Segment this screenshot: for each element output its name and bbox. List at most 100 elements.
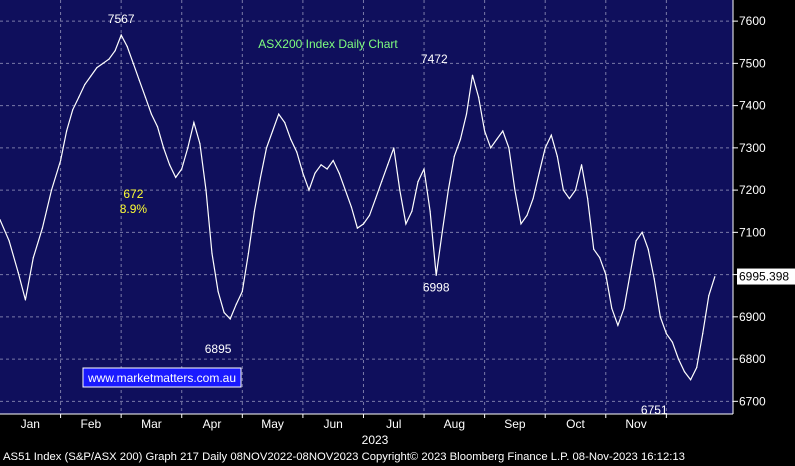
- data-point: [235, 303, 237, 305]
- y-tick-label: 6800: [739, 352, 766, 366]
- data-point: [175, 176, 177, 179]
- data-point: [126, 45, 128, 48]
- x-tick-label: Aug: [444, 417, 465, 431]
- data-point: [59, 159, 62, 162]
- data-point: [544, 147, 546, 149]
- data-point: [211, 252, 213, 255]
- data-point: [169, 164, 171, 166]
- data-point: [162, 147, 165, 149]
- data-point: [259, 176, 262, 179]
- x-tick-label: Jul: [386, 417, 401, 431]
- data-point: [84, 83, 86, 86]
- data-point: [617, 324, 619, 326]
- data-point: [683, 371, 686, 373]
- data-point: [24, 299, 27, 301]
- data-point: [320, 164, 322, 166]
- annotation-label: 672: [123, 187, 143, 201]
- data-point: [677, 358, 680, 360]
- x-tick-label: Oct: [566, 417, 585, 431]
- data-point: [66, 130, 68, 132]
- data-point: [199, 143, 201, 145]
- data-point: [338, 172, 340, 174]
- footer-text: AS51 Index (S&P/ASX 200) Graph 217 Daily…: [3, 451, 685, 463]
- data-point: [471, 74, 474, 76]
- watermark-text[interactable]: www.marketmatters.com.au: [87, 371, 236, 385]
- plot-background: [0, 0, 733, 414]
- data-point: [393, 147, 395, 149]
- data-point: [465, 113, 468, 115]
- y-tick-label: 7500: [739, 56, 766, 70]
- data-point: [502, 130, 504, 132]
- data-point: [647, 248, 649, 250]
- plot-area: [0, 0, 733, 414]
- data-point: [272, 130, 274, 132]
- data-point: [599, 257, 601, 259]
- data-point: [229, 318, 231, 320]
- data-point: [41, 227, 44, 229]
- data-point: [302, 172, 304, 174]
- watermark[interactable]: www.marketmatters.com.au: [82, 367, 242, 388]
- last-value-tag: 6995.398: [737, 268, 795, 285]
- data-point: [635, 240, 637, 242]
- data-point: [447, 189, 449, 191]
- data-point: [689, 379, 692, 381]
- data-point: [574, 189, 577, 191]
- data-point: [0, 219, 1, 221]
- x-tick-label: Nov: [625, 417, 646, 431]
- annotation-label: 7567: [108, 12, 135, 26]
- data-point: [120, 34, 122, 36]
- data-point: [593, 248, 595, 250]
- data-point: [205, 189, 207, 191]
- data-point: [653, 278, 655, 280]
- data-point: [326, 168, 328, 170]
- watermark-box: [82, 367, 242, 388]
- data-point: [611, 307, 613, 309]
- x-tick-label: Apr: [203, 417, 222, 431]
- data-point: [374, 197, 377, 200]
- data-point: [629, 273, 631, 276]
- data-point: [623, 307, 625, 309]
- data-point: [50, 189, 53, 191]
- data-point: [332, 159, 334, 162]
- data-point: [532, 197, 534, 200]
- data-point: [417, 181, 419, 183]
- y-tick-label: 7200: [739, 183, 766, 197]
- data-point: [78, 96, 80, 98]
- data-point: [290, 138, 292, 141]
- data-point: [411, 210, 413, 212]
- data-point: [156, 126, 159, 128]
- data-point: [526, 214, 528, 217]
- data-point: [477, 96, 480, 98]
- x-axis-label: 2023: [362, 433, 389, 447]
- data-point: [580, 164, 583, 166]
- data-point: [278, 113, 280, 115]
- data-point: [253, 210, 256, 212]
- data-point: [605, 273, 607, 276]
- data-point: [308, 189, 310, 191]
- data-point: [671, 341, 674, 343]
- data-point: [108, 58, 110, 60]
- data-point: [714, 276, 716, 278]
- data-point: [247, 252, 249, 255]
- series-line: [0, 33, 716, 381]
- annotation-label: 6751: [641, 403, 668, 417]
- axes: 6700680069007000710072007300740075007600…: [0, 0, 766, 431]
- data-point: [405, 223, 407, 225]
- data-point: [138, 79, 140, 81]
- data-point: [496, 138, 498, 141]
- x-tick-label: Sep: [504, 417, 526, 431]
- data-point: [514, 189, 516, 191]
- data-point: [441, 231, 443, 233]
- data-point: [484, 130, 486, 132]
- y-tick-label: 6900: [739, 310, 766, 324]
- data-point: [538, 172, 540, 174]
- data-point: [508, 147, 510, 149]
- data-point: [102, 62, 104, 64]
- y-tick-label: 7100: [739, 225, 766, 239]
- x-tick-label: Mar: [141, 417, 162, 431]
- annotation-label: 6998: [423, 280, 450, 294]
- data-point: [350, 206, 352, 208]
